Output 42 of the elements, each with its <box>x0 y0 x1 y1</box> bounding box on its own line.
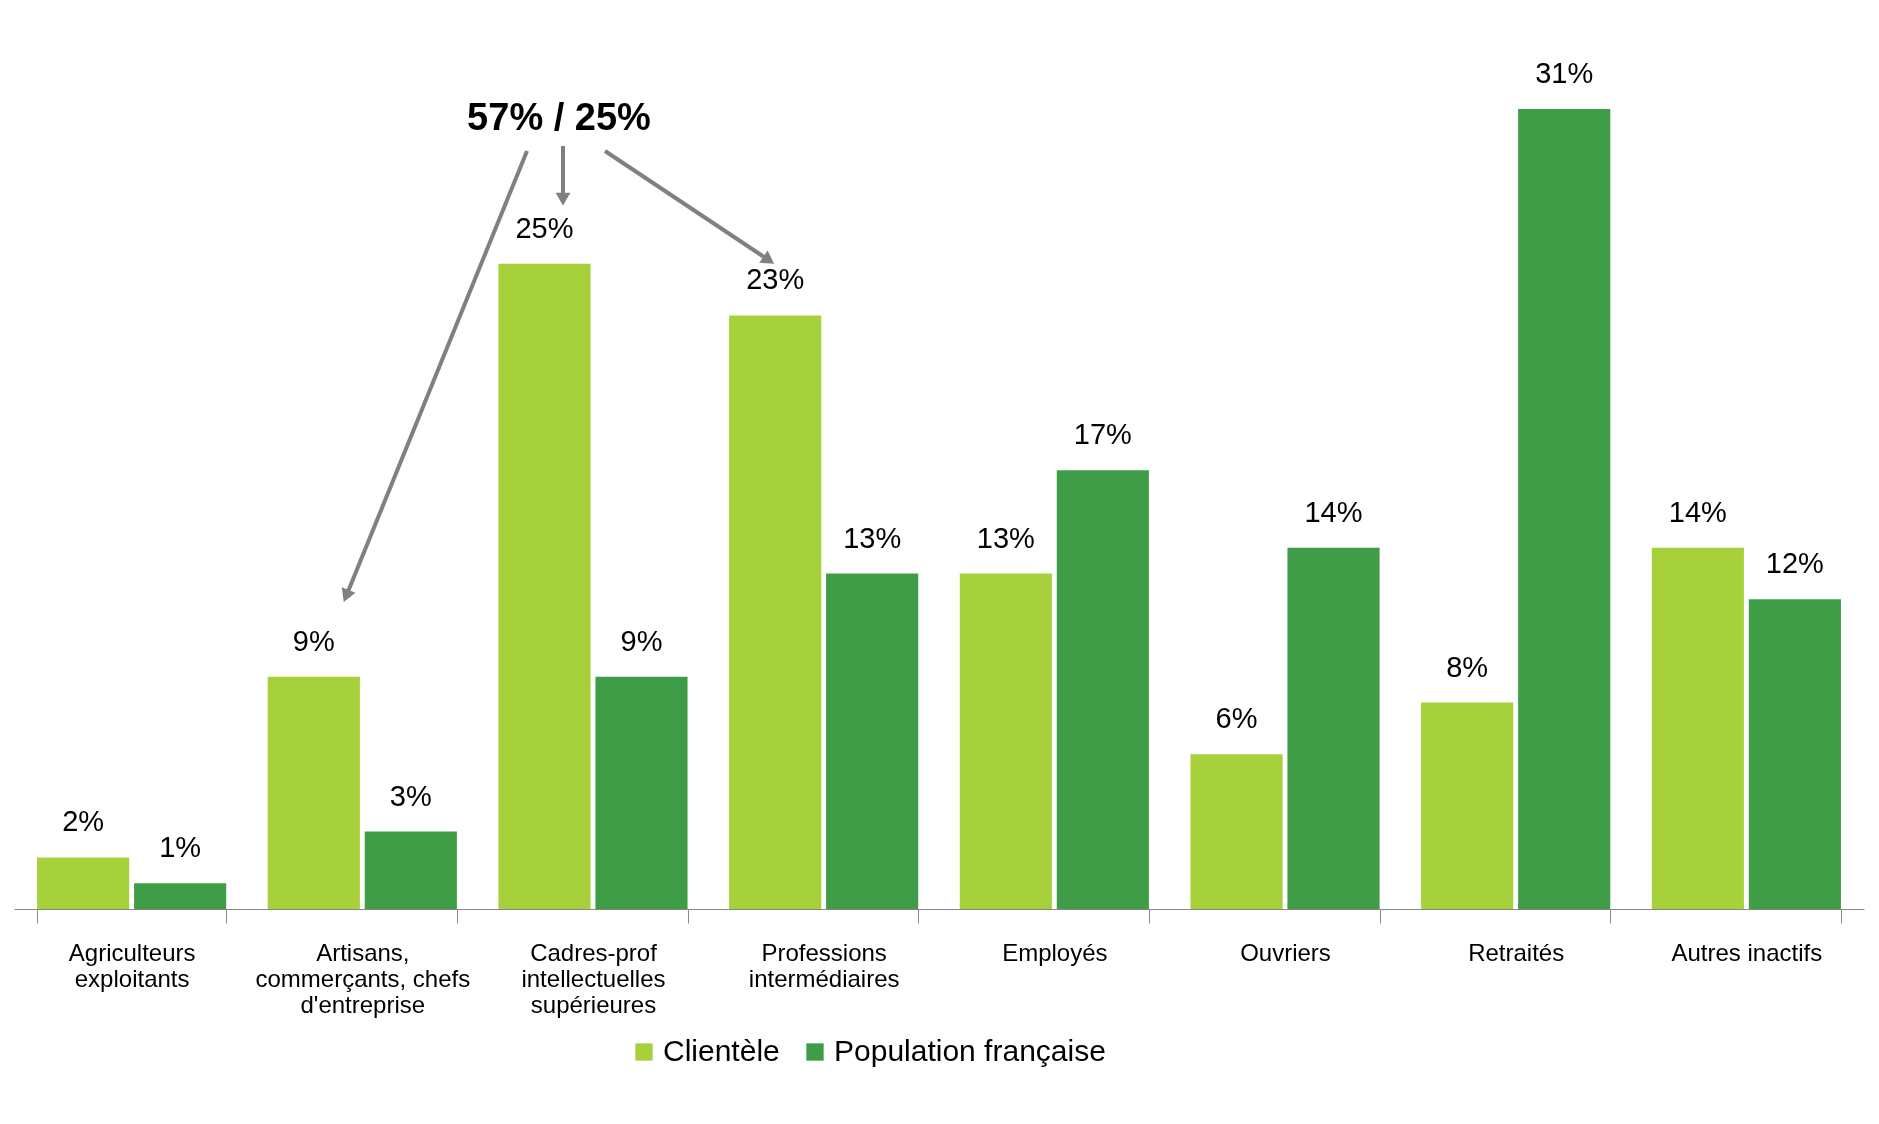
bar <box>1190 754 1283 909</box>
bar <box>134 883 227 909</box>
annotation: 57% / 25% <box>467 96 651 138</box>
data-label: 6% <box>1215 702 1258 735</box>
data-label: 13% <box>843 521 902 554</box>
data-label: 9% <box>620 624 663 657</box>
legend-label: Population française <box>834 1034 1106 1067</box>
data-label: 13% <box>976 521 1035 554</box>
x-tick-label: Autres inactifs <box>1671 938 1823 966</box>
bar <box>729 315 822 909</box>
data-label: 23% <box>746 263 805 296</box>
bar <box>37 857 130 909</box>
x-tick-label: Retraités <box>1468 938 1565 966</box>
data-label: 3% <box>389 779 432 812</box>
data-label: 1% <box>159 831 202 864</box>
data-label: 12% <box>1765 547 1824 580</box>
data-label: 14% <box>1304 495 1363 528</box>
bar <box>364 831 457 909</box>
data-label: 31% <box>1535 57 1594 89</box>
bar <box>826 573 919 909</box>
x-tick-label: Cadres-prof intellectuelles supérieures <box>521 938 666 1018</box>
legend-label: Clientèle <box>663 1034 780 1067</box>
x-tick-label: Agriculteurs exploitants <box>68 938 196 992</box>
bar <box>1421 702 1514 909</box>
bar <box>267 676 360 909</box>
bar <box>959 573 1052 909</box>
data-label: 8% <box>1446 650 1489 683</box>
bar <box>595 676 688 909</box>
bar <box>1651 547 1744 909</box>
data-label: 9% <box>292 624 335 657</box>
x-tick-label: Artisans, commerçants, chefs d'entreprise <box>255 938 471 1018</box>
bar <box>1056 470 1149 909</box>
bar <box>1287 547 1380 909</box>
bar <box>1518 109 1611 909</box>
x-tick-label: Professions intermédiaires <box>748 938 900 992</box>
data-label: 17% <box>1073 418 1132 451</box>
data-label: 25% <box>515 211 574 244</box>
x-tick-label: Employés <box>1002 938 1108 966</box>
bar <box>1748 599 1841 909</box>
data-label: 14% <box>1668 495 1727 528</box>
data-label: 2% <box>62 805 105 838</box>
x-tick-label: Ouvriers <box>1240 938 1331 966</box>
